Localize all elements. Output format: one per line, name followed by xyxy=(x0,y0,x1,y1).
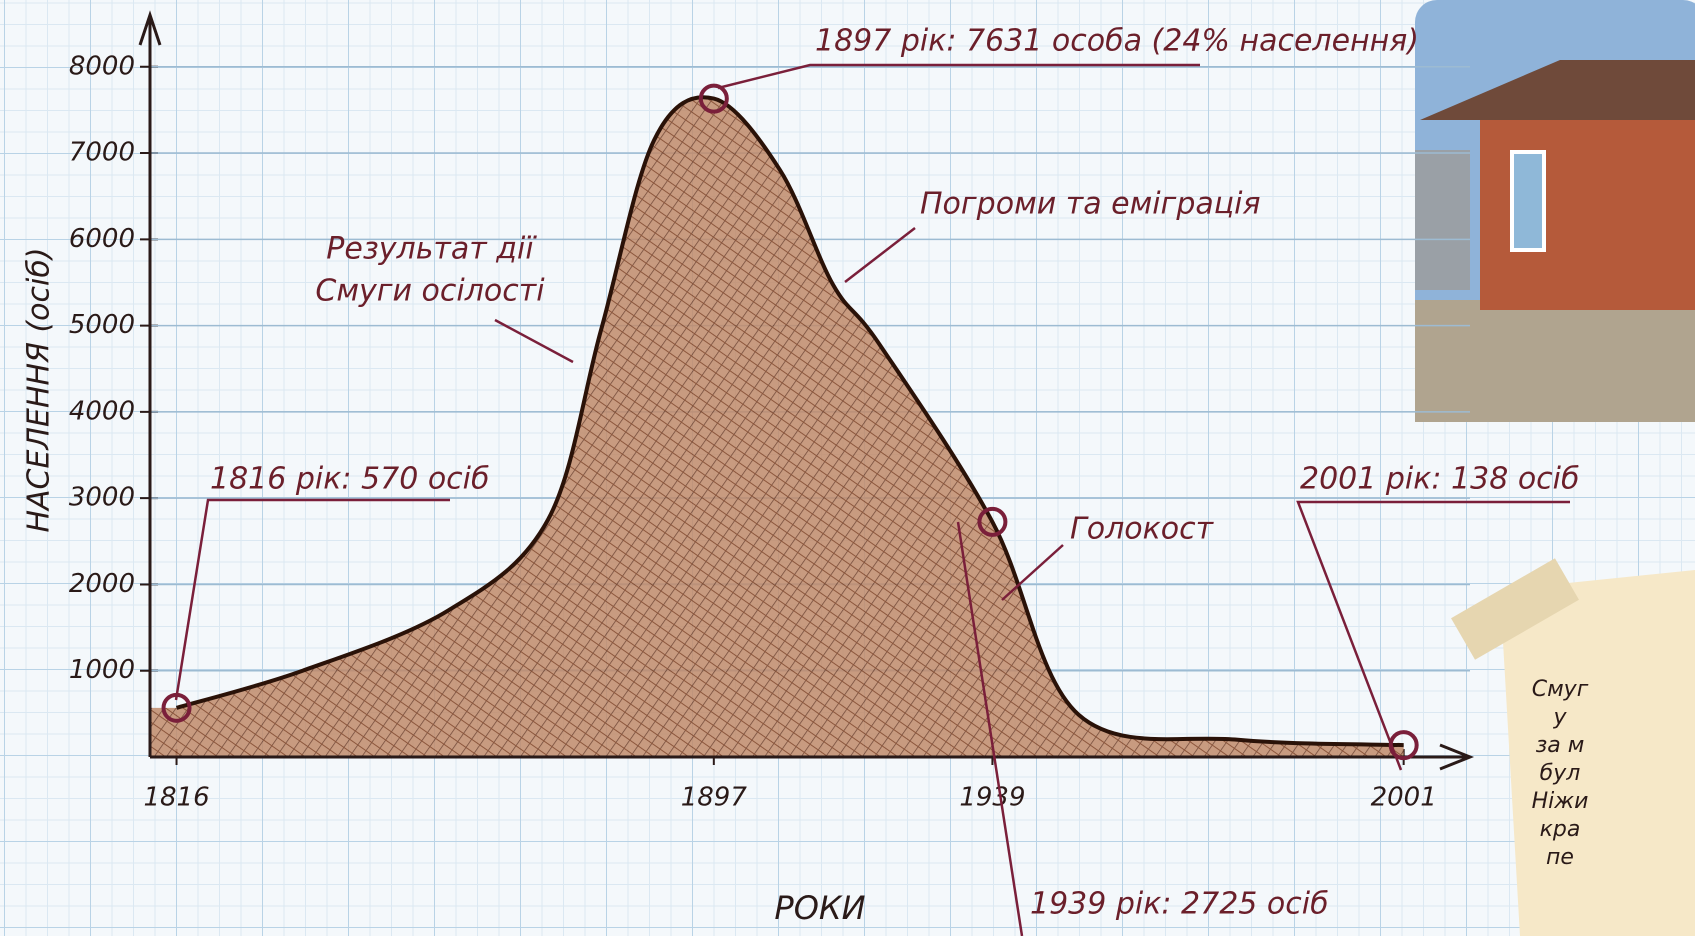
page: 1000 2000 3000 4000 5000 6000 7000 8000 1816 1897… xyxy=(0,0,1695,936)
annotation: 1897 рік: 7631 особа (24% населення) xyxy=(815,24,1419,59)
annotation: 1939 рік: 2725 осіб xyxy=(1030,887,1329,922)
note-text: Смуг xyxy=(1532,677,1589,702)
note-text: бул xyxy=(1540,761,1581,786)
note-text: кра xyxy=(1540,817,1581,842)
x-tick-label: 2001 xyxy=(1371,783,1437,813)
x-tick-label: 1816 xyxy=(143,783,209,813)
annotation: 2001 рік: 138 осіб xyxy=(1300,462,1580,497)
photo xyxy=(1415,0,1695,422)
y-tick-label: 3000 xyxy=(69,483,135,513)
leader-line xyxy=(718,65,1200,88)
leader-line xyxy=(845,228,915,282)
y-tick-label: 4000 xyxy=(69,396,135,426)
annotation: Голокост xyxy=(1070,512,1215,547)
annotation: 1816 рік: 570 осіб xyxy=(210,462,490,497)
y-tick-label: 5000 xyxy=(69,310,135,340)
x-tick-label: 1939 xyxy=(959,783,1025,813)
y-tick-label: 6000 xyxy=(69,224,135,254)
annotation: Результат дії xyxy=(326,232,537,267)
y-axis-label: НАСЕЛЕННЯ (осіб) xyxy=(22,247,57,532)
chart: 1000 2000 3000 4000 5000 6000 7000 8000 1816 1897… xyxy=(0,0,1695,936)
x-axis-label: РОКИ xyxy=(774,889,865,927)
note-text: пе xyxy=(1546,845,1574,870)
note-text: Ніжи xyxy=(1532,789,1589,814)
y-tick-label: 2000 xyxy=(69,569,135,599)
annotation: Смуги осілості xyxy=(315,274,545,309)
annotation: Погроми та еміграція xyxy=(920,187,1261,222)
y-tick-label: 1000 xyxy=(69,655,135,685)
note-text: за м xyxy=(1536,733,1585,758)
x-tick-label: 1897 xyxy=(681,783,748,813)
y-tick-label: 7000 xyxy=(69,138,135,168)
note-text: у xyxy=(1552,705,1567,730)
y-tick-label: 8000 xyxy=(69,51,135,81)
